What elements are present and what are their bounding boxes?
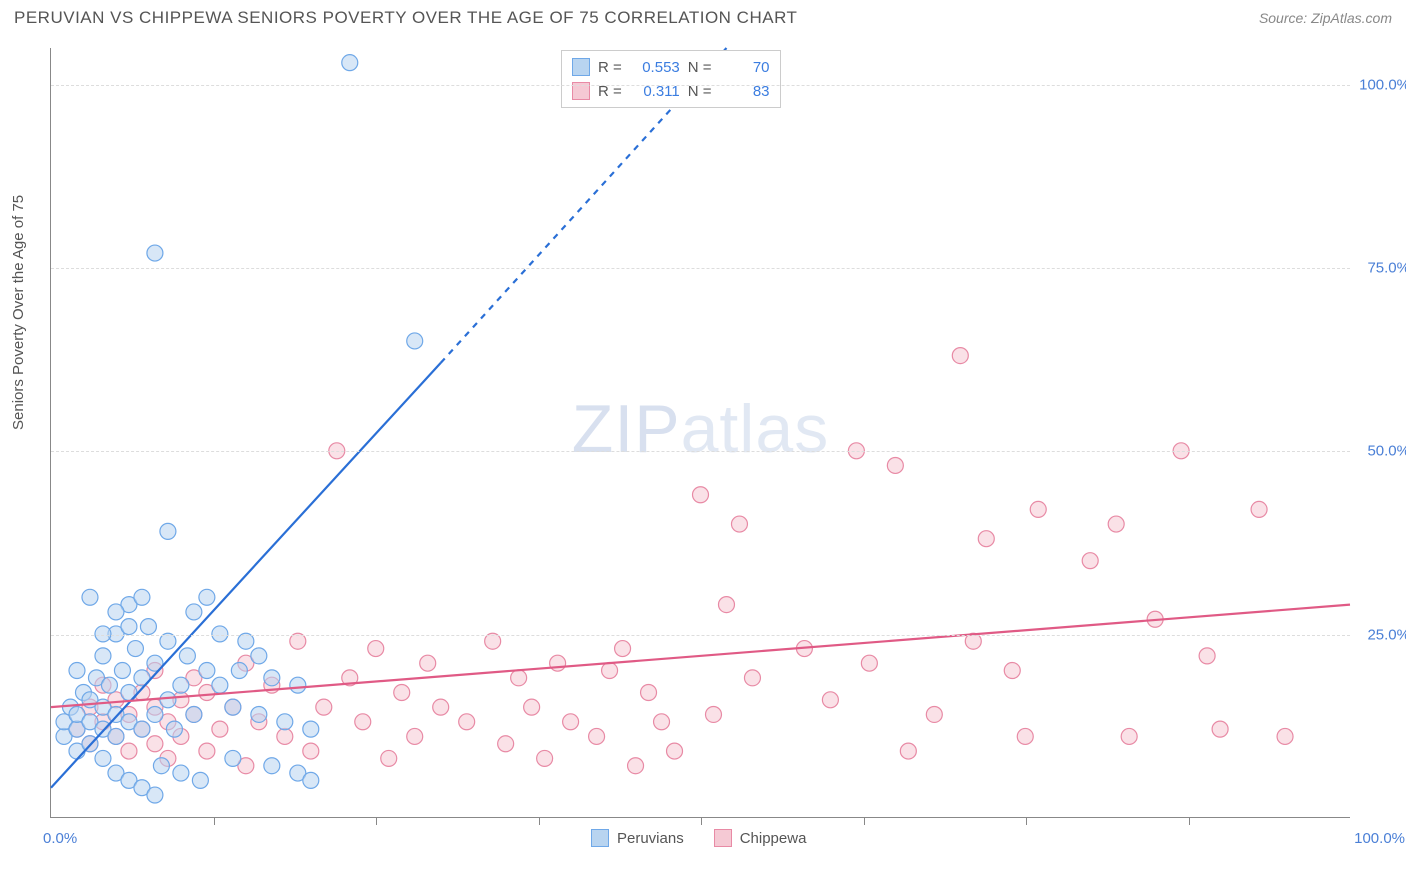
gridline xyxy=(51,268,1350,269)
x-tick xyxy=(214,817,215,825)
x-tick xyxy=(539,817,540,825)
scatter-svg xyxy=(51,48,1350,817)
r-label: R = xyxy=(598,59,622,76)
n-value-peruvians: 70 xyxy=(720,59,770,76)
x-axis-max-label: 100.0% xyxy=(1354,830,1405,847)
source-label: Source: ZipAtlas.com xyxy=(1259,10,1392,26)
chart-plot-area: ZIPatlas R = 0.553 N = 70 R = 0.311 N = … xyxy=(50,48,1350,818)
legend-label-peruvians: Peruvians xyxy=(617,830,684,847)
x-tick xyxy=(701,817,702,825)
chart-title: PERUVIAN VS CHIPPEWA SENIORS POVERTY OVE… xyxy=(14,8,797,28)
n-label: N = xyxy=(688,59,712,76)
legend-row-peruvians: R = 0.553 N = 70 xyxy=(572,55,770,79)
r-value-peruvians: 0.553 xyxy=(630,59,680,76)
gridline xyxy=(51,85,1350,86)
x-axis-min-label: 0.0% xyxy=(43,830,77,847)
swatch-peruvians xyxy=(572,58,590,76)
gridline xyxy=(51,451,1350,452)
y-tick-label: 100.0% xyxy=(1355,76,1406,93)
legend-label-chippewa: Chippewa xyxy=(740,830,807,847)
series-legend: Peruvians Chippewa xyxy=(591,829,806,847)
x-tick xyxy=(376,817,377,825)
legend-item-peruvians: Peruvians xyxy=(591,829,684,847)
legend-item-chippewa: Chippewa xyxy=(714,829,807,847)
y-tick-label: 25.0% xyxy=(1355,626,1406,643)
x-tick xyxy=(864,817,865,825)
x-tick xyxy=(1026,817,1027,825)
y-tick-label: 50.0% xyxy=(1355,443,1406,460)
y-axis-label: Seniors Poverty Over the Age of 75 xyxy=(10,195,27,430)
swatch-chippewa-bottom xyxy=(714,829,732,847)
x-tick xyxy=(1189,817,1190,825)
y-tick-label: 75.0% xyxy=(1355,260,1406,277)
gridline xyxy=(51,635,1350,636)
swatch-peruvians-bottom xyxy=(591,829,609,847)
correlation-legend: R = 0.553 N = 70 R = 0.311 N = 83 xyxy=(561,50,781,108)
legend-row-chippewa: R = 0.311 N = 83 xyxy=(572,79,770,103)
